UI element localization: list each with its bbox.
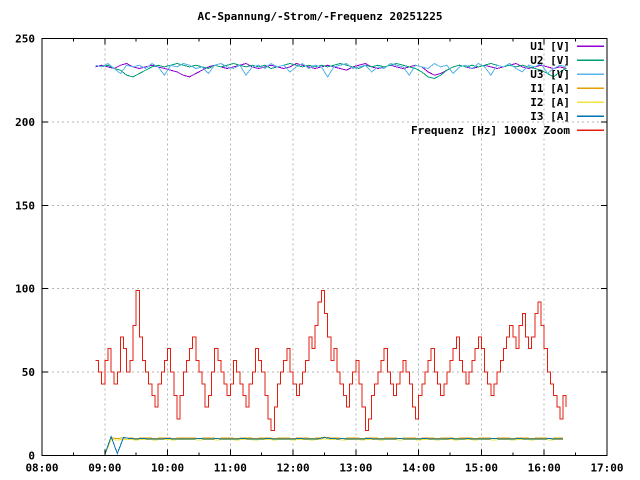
plot-border — [41, 38, 608, 456]
y-tick-label: 250 — [15, 33, 35, 46]
chart-title: AC-Spannung/-Strom/-Frequenz 20251225 — [197, 10, 443, 23]
x-tick-label: 15:00 — [465, 462, 498, 475]
x-tick-label: 13:00 — [339, 462, 372, 475]
legend-label: I1 [A] — [530, 82, 570, 95]
series-line-6 — [104, 435, 564, 455]
series-line-5 — [104, 438, 564, 456]
y-tick-label: 150 — [15, 199, 35, 212]
x-tick-label: 14:00 — [402, 462, 435, 475]
x-tick-label: 16:00 — [528, 462, 561, 475]
y-tick-label: 200 — [15, 116, 35, 129]
legend-label: U2 [V] — [530, 54, 570, 67]
legend-label: U1 [V] — [530, 40, 570, 53]
x-tick-label: 08:00 — [25, 462, 58, 475]
legend-label: I2 [A] — [530, 96, 570, 109]
legend-label: Frequenz [Hz] 1000x Zoom — [411, 124, 570, 137]
x-tick-label: 11:00 — [214, 462, 247, 475]
x-tick-label: 12:00 — [277, 462, 310, 475]
y-tick-label: 0 — [28, 450, 35, 463]
series-line-4 — [104, 436, 564, 456]
series-line-3 — [95, 62, 567, 78]
series-line-2 — [95, 62, 567, 80]
legend-label: U3 [V] — [530, 68, 570, 81]
y-tick-label: 100 — [15, 283, 35, 296]
x-tick-label: 17:00 — [590, 462, 623, 475]
x-tick-label: 10:00 — [151, 462, 184, 475]
y-tick-label: 50 — [22, 366, 35, 379]
legend-label: I3 [A] — [530, 110, 570, 123]
series-line-7 — [95, 289, 567, 431]
series-line-1 — [95, 62, 567, 78]
x-tick-label: 09:00 — [88, 462, 121, 475]
